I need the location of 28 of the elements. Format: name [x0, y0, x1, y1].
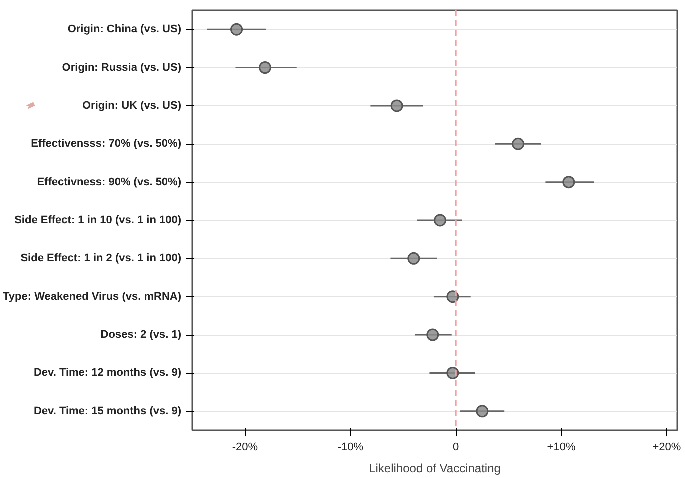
point — [446, 290, 460, 304]
y-tick-label: Effectivness: 90% (vs. 50%) — [37, 176, 182, 188]
point — [434, 214, 447, 227]
point — [390, 100, 404, 112]
x-tick-label: -10% — [338, 442, 364, 454]
x-axis-title: Likelihood of Vaccinating — [369, 462, 501, 476]
y-tick-label: Side Effect: 1 in 10 (vs. 1 in 100) — [14, 214, 182, 226]
x-tick-label: 0 — [453, 442, 460, 454]
y-tick-label: Doses: 2 (vs. 1) — [100, 329, 182, 342]
point — [562, 176, 576, 189]
y-tick-label: Origin: UK (vs. US) — [82, 100, 182, 112]
point — [408, 252, 420, 265]
x-tick-label: +20% — [652, 442, 682, 454]
y-tick-label: Dev. Time: 12 months (vs. 9) — [34, 367, 182, 380]
y-tick-label: Origin: Russia (vs. US) — [62, 62, 182, 74]
y-tick-label: Side Effect: 1 in 2 (vs. 1 in 100) — [20, 252, 182, 265]
y-tick-label: Type: Weakened Virus (vs. mRNA) — [3, 290, 182, 303]
y-tick-label: Effectivensss: 70% (vs. 50%) — [31, 138, 182, 150]
point — [512, 138, 525, 150]
point — [259, 62, 272, 74]
y-tick-label: Dev. Time: 15 months (vs. 9) — [34, 405, 182, 418]
point — [476, 405, 489, 418]
point — [230, 23, 244, 36]
x-tick-label: +10% — [547, 442, 576, 454]
x-tick-label: -20% — [232, 442, 258, 454]
y-tick-label: Origin: China (vs. US) — [68, 24, 182, 36]
point — [426, 328, 440, 342]
point — [446, 366, 460, 380]
